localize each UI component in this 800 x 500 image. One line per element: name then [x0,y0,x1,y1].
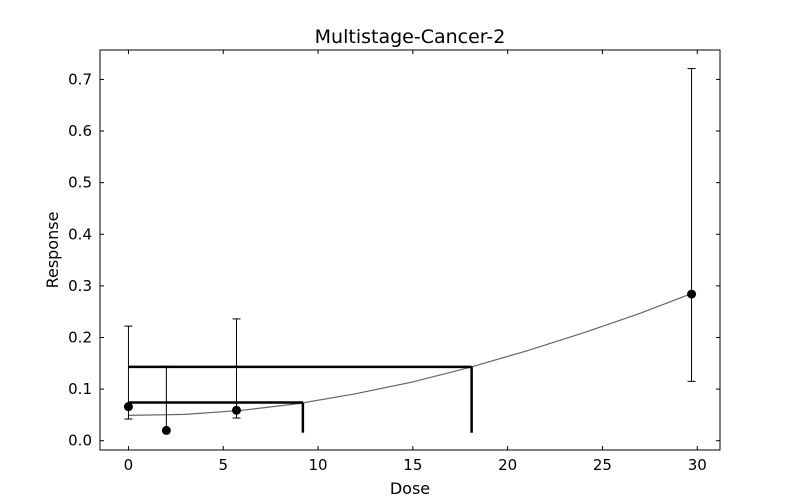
chart-title: Multistage-Cancer-2 [315,26,506,48]
y-tick-label: 0.7 [68,70,92,88]
x-tick-label: 0 [124,456,134,474]
fit-curve [128,293,692,416]
y-tick-label: 0.6 [68,122,92,140]
x-tick-label: 20 [498,456,517,474]
data-point [161,425,171,435]
y-tick-label: 0.4 [68,225,92,243]
y-tick-label: 0.3 [68,277,92,295]
y-tick-label: 0.0 [68,432,92,450]
y-tick-label: 0.2 [68,328,92,346]
x-tick-label: 30 [688,456,707,474]
data-point [232,405,242,415]
x-axis-label: Dose [390,479,430,498]
y-axis-label: Response [43,212,62,289]
data-point [687,289,697,299]
x-tick-label: 5 [218,456,228,474]
x-tick-label: 25 [593,456,612,474]
y-tick-label: 0.5 [68,174,92,192]
plot-area: 0 5 10 15 20 25 30 0.0 0.1 0.2 0.3 0.4 0.5 0.6 0.7 [68,50,720,474]
x-tick-label: 10 [308,456,327,474]
y-tick-label: 0.1 [68,380,92,398]
plot-frame [99,49,721,451]
data-point [123,402,133,412]
x-tick-label: 15 [403,456,422,474]
